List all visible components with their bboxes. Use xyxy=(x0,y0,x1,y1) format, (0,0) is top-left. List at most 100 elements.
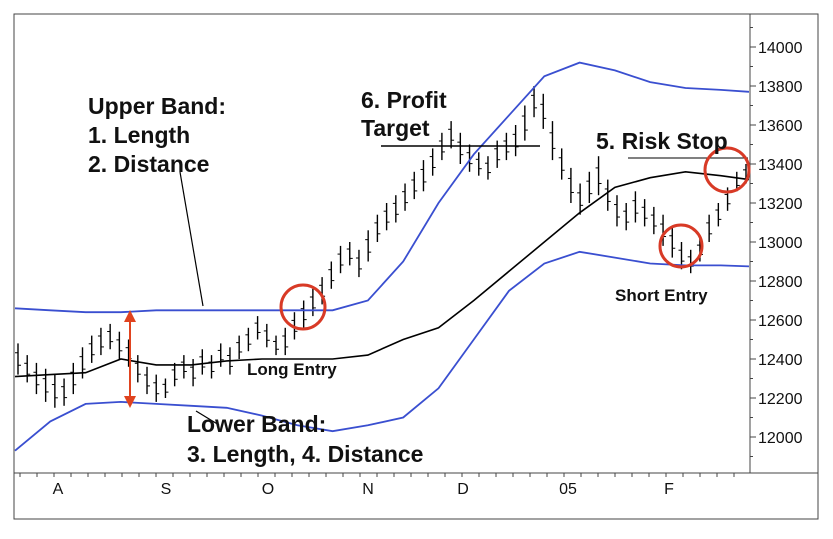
x-tick-label: 05 xyxy=(559,481,577,498)
price-bar xyxy=(273,335,280,356)
y-tick-label: 12400 xyxy=(758,352,803,369)
lower-band-length-distance: 3. Length, 4. Distance xyxy=(187,441,423,467)
price-bar xyxy=(521,105,528,141)
price-bar xyxy=(613,195,620,227)
upper-band-length: 1. Length xyxy=(88,122,190,148)
price-bar xyxy=(153,374,160,402)
x-axis-ticks: A S O N D 05 F xyxy=(19,473,735,498)
upper-band-title: Upper Band: xyxy=(88,93,226,119)
price-bar xyxy=(540,93,547,129)
x-tick-label: F xyxy=(664,481,674,498)
price-bar xyxy=(88,335,95,363)
x-tick-label: D xyxy=(457,481,469,498)
x-tick-label: A xyxy=(53,481,64,498)
short-entry-label: Short Entry xyxy=(615,286,708,305)
y-tick-label: 12000 xyxy=(758,430,803,447)
distance-arrow-head-up xyxy=(124,310,136,322)
y-tick-label: 12600 xyxy=(758,313,803,330)
profit-target-label-1: 6. Profit xyxy=(361,87,447,113)
distance-arrow xyxy=(124,310,136,408)
upper-band-leader-line xyxy=(179,171,204,307)
upper-band-distance: 2. Distance xyxy=(88,151,209,177)
price-bar xyxy=(650,206,657,235)
y-tick-label: 13000 xyxy=(758,235,803,252)
long-entry-label: Long Entry xyxy=(247,360,337,379)
price-bar xyxy=(328,261,335,289)
price-bar xyxy=(107,323,114,350)
band-lines xyxy=(14,61,750,452)
price-bar xyxy=(494,140,501,168)
price-bar xyxy=(632,191,639,223)
price-bar xyxy=(70,362,77,395)
price-bar xyxy=(263,323,270,348)
price-bar xyxy=(365,230,372,262)
price-bar xyxy=(309,288,316,317)
price-bar xyxy=(282,327,289,356)
price-bar xyxy=(245,327,252,352)
price-bar xyxy=(144,366,151,395)
long-entry-circle xyxy=(279,283,327,331)
price-bar xyxy=(623,203,630,231)
distance-arrow-head-down xyxy=(124,396,136,408)
price-bar xyxy=(531,86,538,118)
price-bar xyxy=(558,148,565,180)
price-bar xyxy=(254,316,261,340)
price-bar xyxy=(448,121,455,149)
short-entry-circle xyxy=(658,223,704,269)
price-bar xyxy=(217,343,224,367)
price-bar xyxy=(466,144,473,172)
price-bar xyxy=(383,203,390,231)
price-bar xyxy=(355,249,362,278)
price-bar xyxy=(236,335,243,359)
lower-band-leader-line xyxy=(195,410,220,426)
price-bar xyxy=(199,349,206,375)
risk-stop-circle xyxy=(703,146,751,194)
x-tick-label: O xyxy=(262,481,274,498)
risk-stop-label: 5. Risk Stop xyxy=(596,128,728,154)
price-bar xyxy=(374,214,381,242)
price-bar xyxy=(51,374,58,408)
price-bar xyxy=(300,300,307,328)
price-bar xyxy=(162,378,169,398)
price-bar xyxy=(429,148,436,176)
price-bar xyxy=(392,195,399,223)
x-tick-label: N xyxy=(362,481,374,498)
upper-band-line xyxy=(14,61,750,314)
price-bar xyxy=(475,152,482,176)
price-bar xyxy=(15,343,21,375)
lower-band-title: Lower Band: xyxy=(187,411,326,437)
price-bar xyxy=(190,359,197,387)
y-tick-label: 13600 xyxy=(758,118,803,135)
price-bar xyxy=(411,171,418,200)
middle-band-line xyxy=(14,170,750,378)
price-bar xyxy=(577,183,584,215)
price-bar xyxy=(567,167,574,203)
price-bar xyxy=(457,132,464,164)
y-axis-ticks: 14000 13800 13600 13400 13200 13000 12800 12600… xyxy=(750,27,803,457)
price-bar xyxy=(346,242,353,266)
price-bar xyxy=(61,378,68,406)
price-bar xyxy=(33,362,40,395)
y-tick-label: 12800 xyxy=(758,274,803,291)
outer-frame xyxy=(13,13,819,520)
price-bar xyxy=(24,355,31,383)
price-bar xyxy=(706,214,713,242)
price-bar xyxy=(604,179,611,211)
price-bar xyxy=(641,199,648,227)
price-bar xyxy=(171,362,178,387)
price-bar xyxy=(586,171,593,203)
price-bar xyxy=(97,327,104,356)
price-bar xyxy=(134,355,141,383)
price-bars xyxy=(15,86,749,408)
y-tick-label: 14000 xyxy=(758,40,803,57)
y-tick-label: 13200 xyxy=(758,196,803,213)
price-bar xyxy=(180,355,187,379)
price-bar xyxy=(512,125,519,157)
price-bar xyxy=(669,226,676,258)
y-tick-label: 13400 xyxy=(758,157,803,174)
lower-band-line xyxy=(14,250,750,452)
y-tick-label: 13800 xyxy=(758,79,803,96)
price-bar xyxy=(116,331,123,359)
